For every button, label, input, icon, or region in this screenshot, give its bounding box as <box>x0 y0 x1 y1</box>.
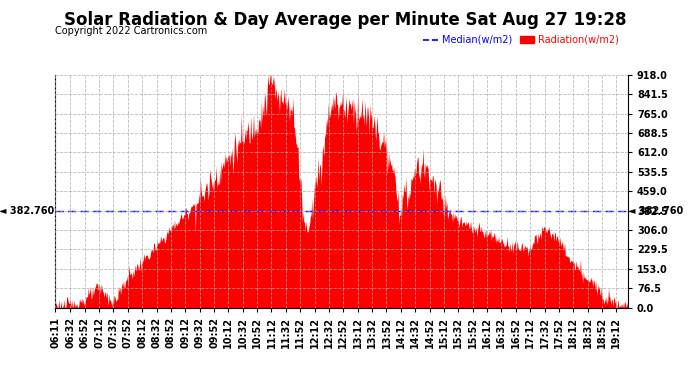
Text: Solar Radiation & Day Average per Minute Sat Aug 27 19:28: Solar Radiation & Day Average per Minute… <box>63 11 627 29</box>
Text: ◄ 382.760: ◄ 382.760 <box>629 206 684 216</box>
Text: ◄ 382.760: ◄ 382.760 <box>0 206 55 216</box>
Legend: Median(w/m2), Radiation(w/m2): Median(w/m2), Radiation(w/m2) <box>420 31 623 49</box>
Text: Copyright 2022 Cartronics.com: Copyright 2022 Cartronics.com <box>55 26 208 36</box>
